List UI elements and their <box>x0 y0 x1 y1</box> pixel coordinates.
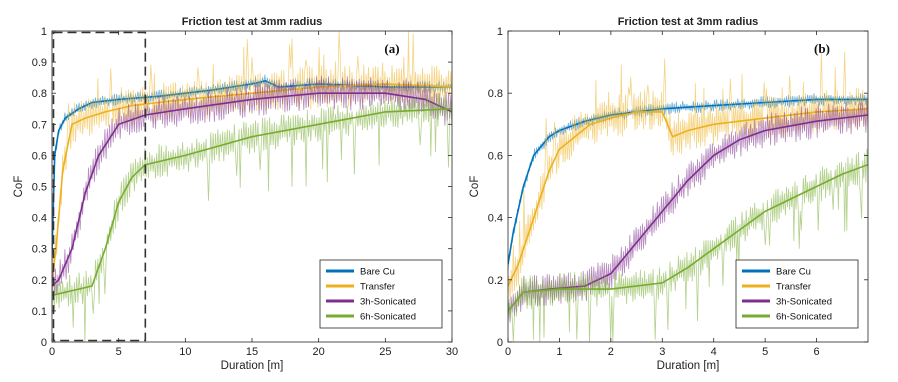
series-line-6h-sonicated <box>52 108 452 297</box>
legend-label: 6h-Sonicated <box>776 312 832 323</box>
x-tick-label: 3 <box>659 346 665 358</box>
legend-label: 3h-Sonicated <box>360 297 416 308</box>
series-line-transfer <box>508 108 868 287</box>
x-tick-label: 25 <box>379 346 391 358</box>
x-tick-label: 20 <box>313 346 325 358</box>
y-tick-label: 0.6 <box>32 150 47 162</box>
series-noise-bare-cu <box>508 93 868 271</box>
y-tick-label: 1 <box>41 26 47 38</box>
x-axis-label: Duration [m] <box>221 360 284 372</box>
y-tick-label: 0.8 <box>488 88 503 100</box>
legend: Bare Cu Transfer 3h-Sonicated 6h-Sonicated <box>319 259 443 329</box>
x-tick-label: 10 <box>179 346 191 358</box>
x-tick-label: 2 <box>608 346 614 358</box>
x-tick-label: 0 <box>49 346 55 358</box>
y-axis-label: CoF <box>469 176 481 198</box>
y-tick-label: 1 <box>497 26 503 38</box>
legend-label: Transfer <box>776 282 811 293</box>
legend-label: 6h-Sonicated <box>360 312 416 323</box>
y-tick-label: 0.2 <box>488 275 503 287</box>
y-tick-label: 0.9 <box>32 57 47 69</box>
legend-label: 3h-Sonicated <box>776 297 832 308</box>
y-tick-label: 0.4 <box>32 213 47 225</box>
y-tick-label: 0 <box>41 337 47 349</box>
y-tick-label: 0.4 <box>488 213 503 225</box>
chart-panel-b: 0 1 2 3 4 5 6 0 0.2 0.4 0.6 0.8 1 Friction test at 3m… <box>469 16 869 372</box>
x-tick-label: 15 <box>246 346 258 358</box>
y-tick-label: 0.2 <box>32 275 47 287</box>
chart-title: Friction test at 3mm radius <box>618 16 759 28</box>
y-tick-label: 0.8 <box>32 88 47 100</box>
series-group <box>508 51 868 342</box>
x-tick-label: 5 <box>762 346 768 358</box>
x-tick-label: 0 <box>505 346 511 358</box>
legend: Bare Cu Transfer 3h-Sonicated 6h-Sonicated <box>735 259 859 329</box>
axes-frame <box>507 30 869 343</box>
y-tick-label: 0.3 <box>32 244 47 256</box>
x-tick-label: 5 <box>116 346 122 358</box>
series-noise-3h-sonicated <box>52 75 452 296</box>
y-tick-label: 0 <box>497 337 503 349</box>
legend-label: Transfer <box>360 282 395 293</box>
series-line-6h-sonicated <box>508 163 868 312</box>
y-axis-label: CoF <box>13 176 25 198</box>
panel-label: (b) <box>814 41 830 56</box>
y-tick-label: 0.7 <box>32 119 47 131</box>
legend-label: Bare Cu <box>360 267 395 278</box>
legend-label: Bare Cu <box>776 267 811 278</box>
x-tick-label: 6 <box>814 346 820 358</box>
y-tick-label: 0.1 <box>32 306 47 318</box>
chart-panel-a: 0 5 10 15 20 25 30 0 0.1 0.2 0.3 0.4 0.5 0.6 0.7 0.8 0.9… <box>13 16 458 372</box>
x-axis-label: Duration [m] <box>657 360 720 372</box>
chart-title: Friction test at 3mm radius <box>182 16 323 28</box>
y-tick-label: 0.5 <box>32 182 47 194</box>
x-tick-label: 4 <box>711 346 717 358</box>
y-tick-label: 0.6 <box>488 150 503 162</box>
series-line-transfer <box>52 83 452 280</box>
panel-label: (a) <box>384 41 399 56</box>
x-tick-label: 1 <box>556 346 562 358</box>
x-tick-label: 30 <box>446 346 458 358</box>
